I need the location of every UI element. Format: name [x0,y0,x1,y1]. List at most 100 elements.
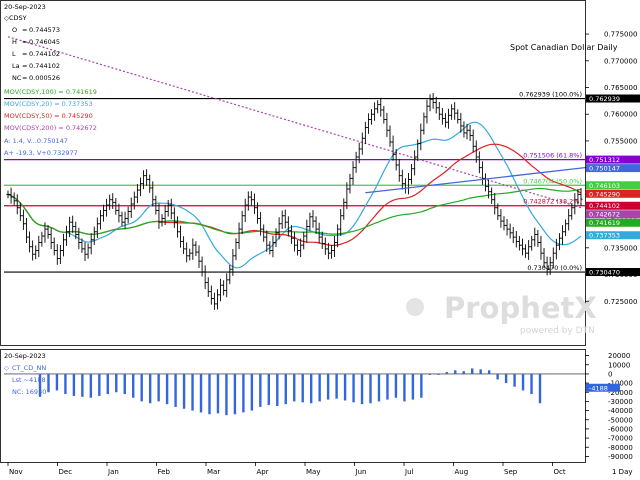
cot-bar [403,373,406,402]
price-bar [299,238,303,258]
legend-high: 0.746045 [29,38,60,46]
right-value-tag-bg [586,164,640,173]
right-value-tag-text: 0.744102 [589,202,620,210]
x-tick-label: Feb [158,468,171,476]
price-bar [237,222,241,250]
legend-ma100: MOV(CDSY,100) = 0.741619 [4,88,97,96]
price-bar [428,94,432,112]
cot-y-label: -60000 [608,425,633,433]
price-bar [440,108,444,125]
cot-bar [47,373,50,393]
price-bar [372,102,377,121]
price-bar [135,184,139,204]
price-bar [188,248,192,261]
price-bar [305,219,309,243]
price-bar [302,231,306,250]
price-bar [148,174,152,193]
legend-last-eq: = [22,62,27,70]
price-bar [545,256,549,276]
cot-pane-frame [0,349,586,463]
legend-extra: A+ -19.3, V+0.732977 [4,149,78,157]
cot-bar [386,373,389,400]
right-value-tag-bg [586,181,640,190]
cot-legend-series: Lst ~4188 [12,376,46,384]
cot-bar [394,373,398,398]
cot-bar [530,373,533,395]
price-bar [419,123,423,151]
price-bar [191,238,195,260]
legend-high-eq: = [22,38,27,46]
right-value-tag-text: 0.751312 [589,156,620,164]
price-bar [573,193,577,215]
price-bar [172,207,176,228]
price-bar [542,247,546,268]
x-tick-label: Sep [504,468,518,476]
x-tick-label: May [306,468,320,476]
right-value-tag-bg [586,201,640,210]
price-bar [567,209,571,231]
price-bar [252,193,257,214]
price-bar [132,191,136,210]
cot-bar [454,370,457,374]
price-bar [422,112,426,135]
price-bar [363,121,367,145]
cot-bar [504,373,508,384]
price-bar [209,285,213,305]
price-bar [456,109,460,124]
price-bar [80,238,84,253]
cot-bar [521,373,525,391]
price-bar [249,191,253,206]
right-value-tag-text: 0.730470 [589,269,620,277]
right-value-tag: 0.730470 [586,268,640,277]
price-bar [551,247,555,269]
right-value-tag-bg [586,268,640,277]
price-bar [332,236,337,257]
price-bar [468,124,472,141]
right-value-tag: 0.751312 [586,155,640,164]
price-bar [61,233,66,257]
price-bar [215,289,220,310]
price-bar [317,222,321,244]
price-bar [391,135,395,161]
cot-bar [479,369,482,374]
cot-bar [55,373,59,391]
price-bar [397,158,401,182]
y-tick-label: 0.735000 [604,244,637,252]
right-value-tag-bg [586,218,640,227]
prophetx-watermark: ProphetX powered by DTN [406,291,597,336]
price-bar [286,216,290,237]
y-tick-label: 0.775000 [604,31,637,39]
fib-label: 0.751506 (61.8%) [523,152,582,160]
price-bar [514,231,518,248]
price-bar [68,216,72,238]
price-bar [6,190,10,199]
price-bar [342,198,346,220]
price-bar [434,96,438,114]
cot-bar [148,373,152,404]
right-value-tag-text: 0.762939 [589,95,620,103]
price-bar [517,236,521,251]
cot-legend-symbol: CT_CD_NN [12,364,46,372]
price-bar [58,244,62,265]
cot-last-tag-text: -4188 [589,384,608,392]
cot-bar [115,373,118,393]
price-bar [446,108,451,129]
price-bar [77,227,81,250]
right-value-tag: 0.746103 [586,181,640,190]
price-bar [413,150,417,176]
price-bar [369,109,374,125]
price-bar [523,244,528,258]
price-bar [197,245,201,268]
price-legend: 20-Sep-2023 CDSY ◇ O = 0.744573 H = 0.74… [4,3,97,157]
right-value-tag: 0.741619 [586,218,640,227]
right-value-tag: 0.750147 [586,164,640,173]
price-bar [55,244,59,265]
price-bar [40,231,44,247]
price-bar [89,233,93,255]
legend-nc-key: NC [12,74,22,82]
x-tick-label: Aug [455,468,469,476]
price-bar [222,280,226,296]
price-bar [206,277,210,297]
price-bar [548,256,552,275]
watermark-sub: powered by DTN [520,326,595,336]
